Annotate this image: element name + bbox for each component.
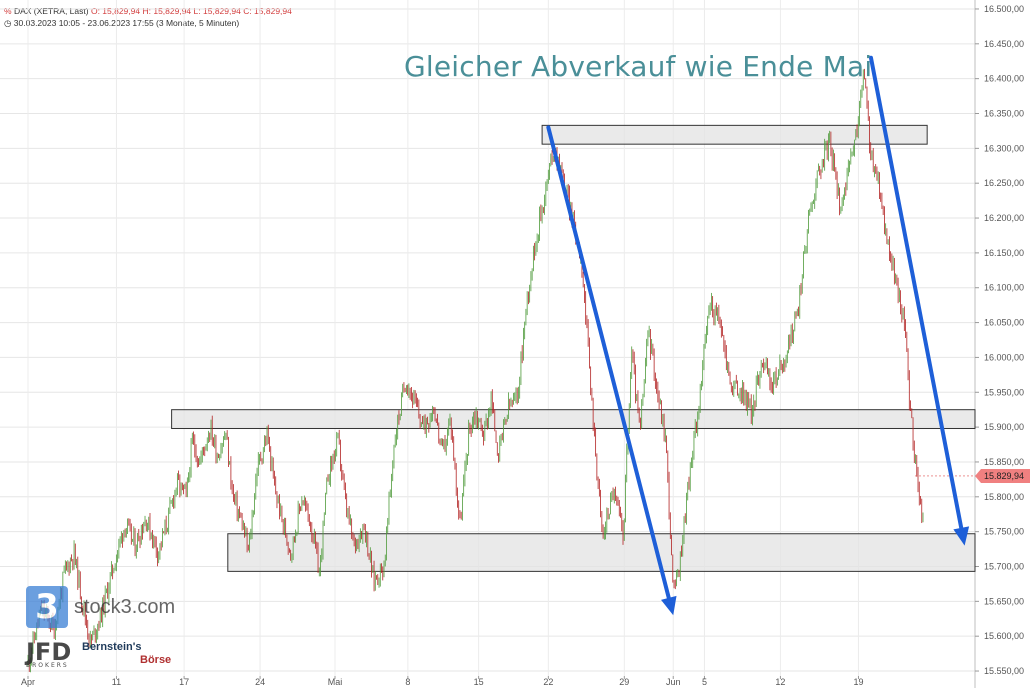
price-tick-label: 15.550,00 <box>984 666 1024 676</box>
price-tick-label: 16.450,00 <box>984 39 1024 49</box>
date-tick-label: 11 <box>112 677 121 687</box>
date-tick-label: Apr <box>21 677 35 687</box>
price-tick-label: 15.950,00 <box>984 387 1024 397</box>
price-tick-label: 16.500,00 <box>984 4 1024 14</box>
price-tick-label: 15.650,00 <box>984 596 1024 606</box>
date-tick-label: 24 <box>255 677 265 687</box>
price-tick-label: 16.050,00 <box>984 318 1024 328</box>
date-tick-label: 8 <box>405 677 410 687</box>
price-tick-label: 16.100,00 <box>984 283 1024 293</box>
last-price-label: 15.829,94 <box>984 471 1024 481</box>
date-tick-label: 5 <box>702 677 707 687</box>
price-tick-label: 15.800,00 <box>984 492 1024 502</box>
price-tick-label: 15.750,00 <box>984 527 1024 537</box>
close-value: C: 15,829,94 <box>243 6 292 16</box>
stock3-logo: 3 stock3.com <box>26 586 175 628</box>
price-tick-label: 15.850,00 <box>984 457 1024 467</box>
trend-arrow-head <box>953 526 970 546</box>
jfd-sub: BROKERS <box>26 662 69 669</box>
jfd-text: JFD <box>26 638 72 666</box>
price-tick-label: 16.400,00 <box>984 74 1024 84</box>
trend-arrow-shaft <box>546 125 671 600</box>
chart-annotation: Gleicher Abverkauf wie Ende Mai <box>404 50 873 83</box>
instrument-name: DAX (XETRA, Last) <box>13 6 89 16</box>
boerse-text: Börse <box>140 654 172 666</box>
price-tick-label: 16.250,00 <box>984 178 1024 188</box>
price-zone <box>171 409 976 430</box>
low-value: L: 15,829,94 <box>193 6 241 16</box>
percent-icon[interactable]: % <box>4 6 12 16</box>
trend-arrow-shaft <box>868 55 964 530</box>
price-tick-label: 15.900,00 <box>984 422 1024 432</box>
price-tick-label: 16.200,00 <box>984 213 1024 223</box>
time-range: 30.03.2023 10:05 - 23.06.2023 17:55 (3 M… <box>13 18 240 28</box>
price-tick-label: 15.700,00 <box>984 561 1024 571</box>
chart-header-line1: % DAX (XETRA, Last) O: 15,829,94 H: 15,8… <box>4 6 292 16</box>
clock-icon: ◷ <box>4 18 12 28</box>
stock3-text: stock3.com <box>74 595 176 618</box>
high-value: H: 15,829,94 <box>142 6 192 16</box>
date-tick-label: 22 <box>543 677 553 687</box>
last-price-marker <box>975 468 1030 483</box>
open-value: O: 15,829,94 <box>90 6 141 16</box>
date-tick-label: 17 <box>179 677 189 687</box>
stock3-mark: 3 <box>26 586 68 628</box>
date-tick-label: 19 <box>853 677 863 687</box>
price-tick-label: 15.600,00 <box>984 631 1024 641</box>
chart-header-line2: ◷ 30.03.2023 10:05 - 23.06.2023 17:55 (3… <box>4 18 239 29</box>
price-tick-label: 16.000,00 <box>984 352 1024 362</box>
bernstein-logo: Bernstein's Börse <box>82 641 171 667</box>
date-tick-label: 12 <box>775 677 785 687</box>
date-tick-label: 15 <box>474 677 484 687</box>
price-tick-label: 16.150,00 <box>984 248 1024 258</box>
bernstein-text: Bernstein's <box>82 641 142 653</box>
trend-arrow-head <box>661 595 677 616</box>
price-tick-label: 16.350,00 <box>984 109 1024 119</box>
jfd-logo: JFD BROKERS <box>26 638 71 669</box>
date-tick-label: Jun <box>666 677 681 687</box>
date-tick-label: 29 <box>619 677 629 687</box>
date-tick-label: Mai <box>328 677 343 687</box>
price-tick-label: 16.300,00 <box>984 143 1024 153</box>
price-zone <box>227 533 976 572</box>
